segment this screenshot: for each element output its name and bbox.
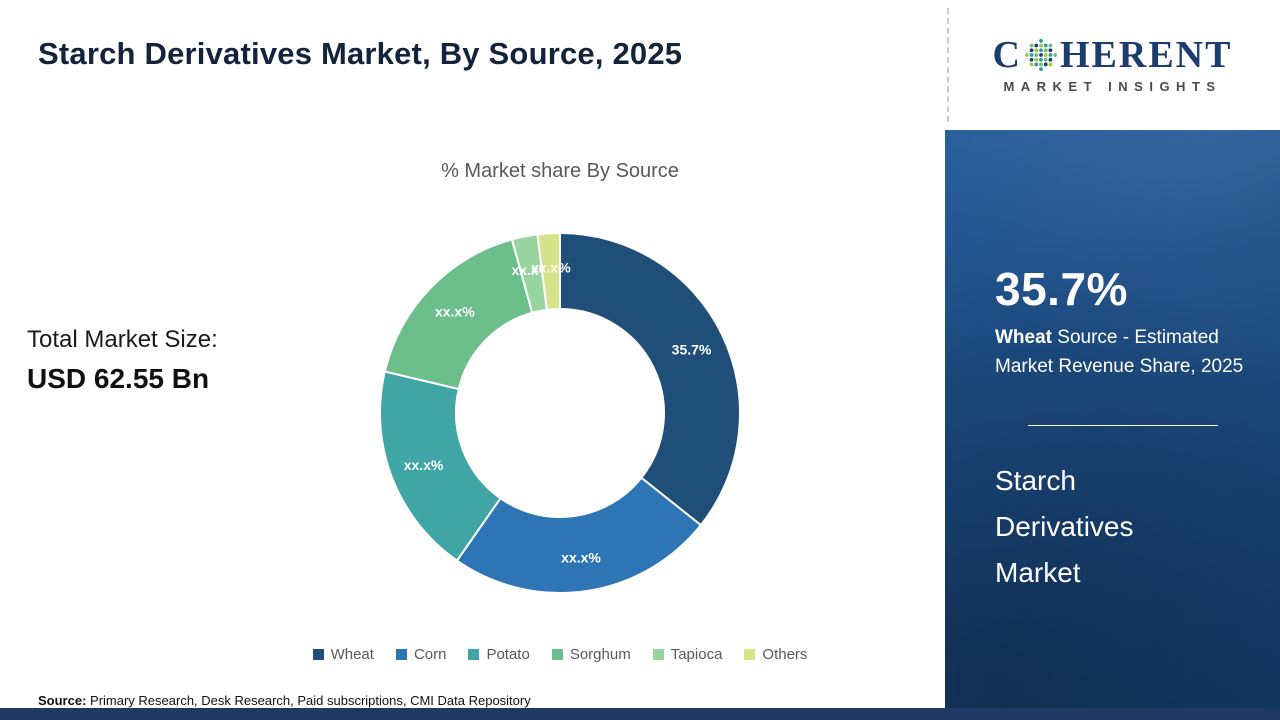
legend-item-wheat: Wheat — [312, 646, 374, 663]
logo-globe-dot — [1048, 53, 1053, 57]
legend-label: Tapioca — [670, 646, 723, 663]
logo-globe-dot — [1039, 67, 1043, 72]
highlight-stat-rest: Source - Estimated Market Revenue Share,… — [995, 327, 1244, 377]
highlight-stat-text: Wheat Source - Estimated Market Revenue … — [995, 324, 1250, 381]
logo-globe-dot — [1039, 53, 1043, 57]
logo-globe-dot — [1029, 48, 1034, 53]
logo-globe-dot — [1043, 43, 1048, 48]
logo-globe-dot — [1039, 38, 1043, 43]
logo-globe-dot — [1048, 62, 1053, 67]
donut-slice-wheat — [559, 231, 741, 527]
brand-prefix: C — [992, 34, 1022, 76]
legend-swatch-icon — [652, 649, 664, 660]
logo-globe-dot — [1034, 53, 1039, 57]
logo-globe-dot — [1039, 57, 1043, 62]
logo-globe-dot — [1034, 48, 1039, 53]
legend-swatch-icon — [395, 649, 407, 660]
legend-label: Potato — [486, 646, 530, 663]
logo-globe-dot — [1043, 62, 1048, 67]
legend-item-corn: Corn — [395, 646, 447, 663]
donut-chart-svg: 35.7%xx.x%xx.x%xx.x%xx.x%xx.x% — [379, 231, 741, 594]
sidebar-content: 35.7% Wheat Source - Estimated Market Re… — [995, 262, 1250, 597]
donut-slice-potato — [379, 370, 502, 562]
logo-globe-dot — [1034, 57, 1039, 62]
source-line: Source: Primary Research, Desk Research,… — [38, 693, 531, 708]
logo-dashed-separator — [947, 8, 949, 122]
logo-globe-dot — [1043, 57, 1048, 62]
legend-item-potato: Potato — [468, 646, 530, 663]
legend-swatch-icon — [744, 649, 756, 660]
slice-label-others: xx.x% — [531, 259, 571, 275]
logo-globe-dot — [1048, 57, 1053, 62]
logo-globe-dot — [1029, 57, 1034, 62]
chart-title: % Market share By Source — [441, 160, 679, 182]
logo-globe-dot — [1048, 48, 1053, 53]
logo-globe-dot — [1034, 62, 1039, 67]
source-label: Source: — [38, 693, 87, 708]
legend-label: Corn — [413, 646, 447, 663]
total-market-size-block: Total Market Size: USD 62.55 Bn — [27, 326, 218, 395]
logo-globe-dot — [1024, 53, 1029, 57]
legend-swatch-icon — [312, 649, 324, 660]
logo-globe-dot — [1029, 53, 1034, 57]
highlight-stat-bold: Wheat — [995, 327, 1052, 348]
highlight-stat-value: 35.7% — [995, 263, 1128, 315]
legend-item-tapioca: Tapioca — [652, 646, 723, 663]
slice-label-wheat: 35.7% — [672, 342, 712, 358]
brand-suffix: HERENT — [1059, 34, 1233, 76]
total-market-size-label: Total Market Size: — [27, 326, 218, 353]
legend-item-others: Others — [744, 646, 807, 663]
brand-tagline: MARKET INSIGHTS — [1003, 79, 1222, 94]
source-text: Primary Research, Desk Research, Paid su… — [86, 693, 531, 708]
logo-globe-dot — [1034, 43, 1039, 48]
logo-globe-dot — [1039, 43, 1043, 48]
brand-wordmark: C HERENT — [993, 36, 1233, 74]
logo-globe-dot — [1029, 43, 1034, 48]
page-title: Starch Derivatives Market, By Source, 20… — [38, 36, 683, 71]
brand-logo: C HERENT MARKET INSIGHTS — [945, 0, 1280, 130]
sidebar-market-name: Starch Derivatives Market — [995, 465, 1134, 589]
slice-label-corn: xx.x% — [561, 549, 601, 565]
chart-legend: Wheat Corn Potato Sorghum Tapioca Others — [250, 646, 870, 663]
legend-label: Others — [762, 646, 808, 663]
logo-globe-dot — [1039, 62, 1043, 67]
legend-swatch-icon — [551, 649, 563, 660]
donut-slice-corn — [455, 476, 703, 594]
sidebar-divider — [1027, 425, 1218, 426]
logo-globe-dot — [1043, 53, 1048, 57]
legend-label: Sorghum — [569, 646, 631, 663]
slice-label-sorghum: xx.x% — [435, 304, 475, 320]
logo-globe-dot — [1048, 43, 1053, 48]
total-market-size-value: USD 62.55 Bn — [27, 363, 210, 394]
legend-swatch-icon — [468, 649, 480, 660]
donut-slice-others — [536, 231, 561, 311]
bottom-accent-bar — [0, 708, 1280, 720]
logo-globe-dot — [1029, 62, 1034, 67]
legend-label: Wheat — [330, 646, 374, 663]
donut-chart: 35.7% xx.x% xx.x% xx.x% xx.x% xx.x% — [375, 228, 745, 598]
slice-label-potato: xx.x% — [404, 457, 444, 473]
legend-item-sorghum: Sorghum — [551, 646, 631, 663]
logo-globe-icon — [1024, 38, 1058, 72]
logo-globe-dot — [1039, 48, 1043, 53]
logo-globe-dot — [1053, 53, 1058, 57]
logo-globe-dot — [1043, 48, 1048, 53]
